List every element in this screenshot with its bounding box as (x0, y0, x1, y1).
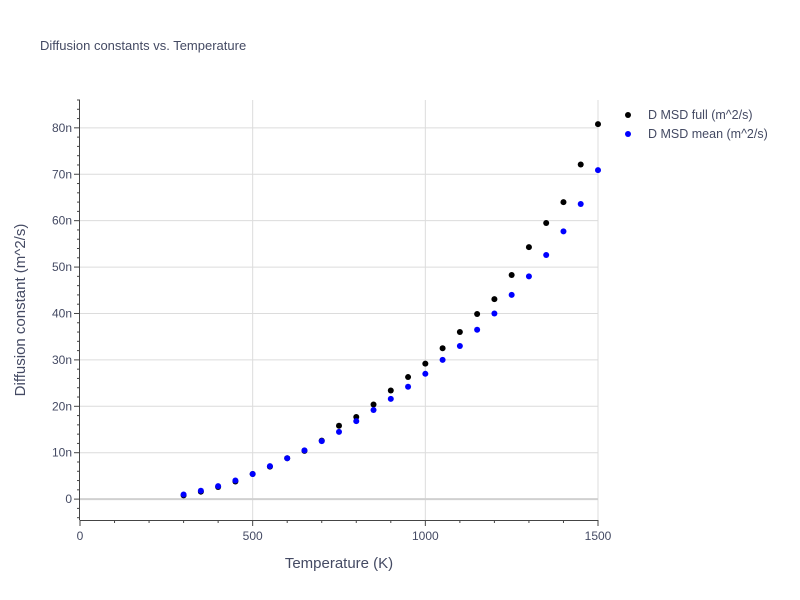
data-point[interactable] (439, 356, 446, 363)
data-point[interactable] (387, 395, 394, 402)
legend-label: D MSD full (m^2/s) (648, 108, 752, 122)
data-point[interactable] (353, 418, 360, 425)
axes (74, 99, 599, 526)
data-point[interactable] (405, 383, 412, 390)
data-point[interactable] (525, 244, 532, 251)
data-point[interactable] (456, 342, 463, 349)
y-tick-label: 30n (52, 353, 72, 367)
y-axis-label: Diffusion constant (m^2/s) (12, 224, 29, 397)
data-point[interactable] (249, 471, 256, 478)
series-d-msd-full (180, 121, 601, 499)
data-point[interactable] (353, 413, 360, 420)
y-tick-label: 60n (52, 214, 72, 228)
data-point[interactable] (301, 447, 308, 454)
data-point[interactable] (284, 455, 291, 462)
data-point[interactable] (232, 477, 239, 484)
y-tick-label: 20n (52, 399, 72, 413)
x-tick-label: 0 (77, 529, 84, 543)
legend-label: D MSD mean (m^2/s) (648, 127, 768, 141)
data-point[interactable] (422, 370, 429, 377)
data-point[interactable] (577, 200, 584, 207)
data-point[interactable] (543, 252, 550, 259)
data-point[interactable] (456, 329, 463, 336)
x-tick-label: 1500 (585, 529, 612, 543)
y-tick-label: 0 (65, 492, 72, 506)
data-point[interactable] (560, 228, 567, 235)
chart-title: Diffusion constants vs. Temperature (40, 38, 246, 53)
x-tick-labels: 0 500 1000 1500 (77, 529, 612, 543)
data-point[interactable] (491, 310, 498, 317)
data-point[interactable] (508, 271, 515, 278)
legend-item[interactable]: D MSD full (m^2/s) (625, 108, 752, 122)
data-point[interactable] (422, 360, 429, 367)
data-point[interactable] (387, 387, 394, 394)
data-point[interactable] (318, 438, 325, 445)
data-point[interactable] (266, 463, 273, 470)
data-point[interactable] (336, 428, 342, 435)
data-point[interactable] (560, 199, 567, 206)
y-tick-label: 40n (52, 306, 72, 320)
y-tick-labels: 0 10n 20n 30n 40n 50n 60n 70n 80n (52, 121, 72, 506)
data-point[interactable] (336, 422, 342, 429)
data-point[interactable] (405, 374, 412, 381)
data-point[interactable] (180, 491, 187, 498)
y-tick-label: 70n (52, 167, 72, 181)
data-point[interactable] (215, 483, 222, 490)
legend-marker (625, 131, 631, 137)
data-point[interactable] (577, 161, 584, 168)
x-tick-label: 1000 (412, 529, 439, 543)
data-point[interactable] (543, 219, 550, 226)
data-point[interactable] (197, 487, 204, 494)
x-tick-label: 500 (243, 529, 263, 543)
y-tick-label: 50n (52, 260, 72, 274)
series-d-msd-mean (180, 167, 601, 498)
legend-item[interactable]: D MSD mean (m^2/s) (625, 127, 768, 141)
data-point[interactable] (370, 401, 377, 408)
x-axis-label: Temperature (K) (285, 555, 393, 572)
data-point[interactable] (508, 291, 515, 298)
data-point[interactable] (491, 296, 498, 303)
data-point[interactable] (439, 345, 446, 352)
y-tick-label: 80n (52, 121, 72, 135)
legend[interactable]: D MSD full (m^2/s) D MSD mean (m^2/s) (625, 108, 768, 141)
data-point[interactable] (525, 273, 532, 280)
data-points (180, 121, 601, 499)
data-point[interactable] (474, 326, 481, 333)
gridlines (80, 100, 599, 520)
data-point[interactable] (370, 407, 377, 414)
legend-marker (625, 112, 631, 118)
data-point[interactable] (474, 310, 481, 317)
data-point[interactable] (595, 167, 601, 174)
data-point[interactable] (595, 121, 601, 128)
y-tick-label: 10n (52, 446, 72, 460)
